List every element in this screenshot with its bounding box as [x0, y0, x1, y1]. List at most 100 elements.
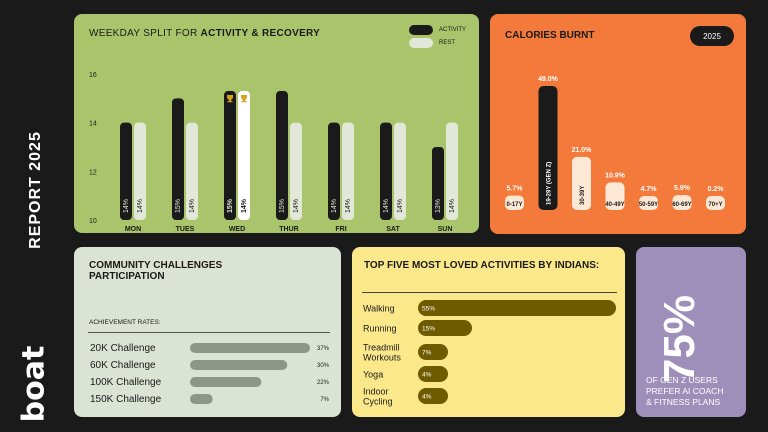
x-tick-label: THUR — [279, 226, 298, 233]
calories-chart-title: CALORIES BURNT — [505, 30, 595, 41]
community-chart-title: COMMUNITY CHALLENGES PARTICIPATION — [89, 260, 222, 282]
rest-bar-fri — [342, 122, 354, 220]
weekday-split-card: WEEKDAY SPLIT FOR ACTIVITY & RECOVERY AC… — [74, 14, 479, 233]
bar-value-label: 14% — [345, 199, 352, 213]
report-title-text: REPORT 2025 — [27, 131, 44, 249]
bar-value-label: 13% — [435, 199, 442, 213]
age-group-label: 60-69Y — [672, 202, 691, 208]
activity-label: Indoor — [363, 387, 389, 397]
age-group-label: 50-59Y — [639, 202, 658, 208]
brand-logo: boat — [14, 346, 54, 423]
challenge-bar — [190, 360, 288, 370]
genz-percentage-text: 75% — [655, 294, 704, 384]
trophy-stem — [229, 99, 231, 102]
x-tick-label: WED — [229, 226, 245, 233]
x-tick-label: MON — [125, 226, 141, 233]
calorie-bar — [706, 196, 725, 210]
bar-value-label: 15% — [227, 198, 234, 213]
bar-value-label: 14% — [383, 199, 390, 213]
weekday-chart-title: WEEKDAY SPLIT FOR ACTIVITY & RECOVERY — [89, 28, 320, 39]
challenge-label: 20K Challenge — [90, 343, 156, 354]
calorie-value-label: 4.7% — [641, 186, 658, 193]
challenge-value-label: 37% — [317, 346, 330, 352]
report-title: REPORT 2025 — [20, 130, 52, 250]
x-tick-label: SAT — [386, 226, 400, 233]
activity-value-label: 4% — [422, 394, 432, 401]
activity-bar-sat — [380, 122, 392, 220]
genz-caption-line3: & FITNESS PLANS — [646, 397, 721, 407]
challenge-value-label: 30% — [317, 363, 330, 369]
weekday-bar-chart: 10 12 14 16 14% 14% MON 15% 14% TUES 15% 14% WED 15% 1… — [89, 72, 458, 233]
loved-activities-card: TOP FIVE MOST LOVED ACTIVITIES BY INDIAN… — [352, 247, 625, 417]
legend-rest-swatch — [409, 38, 433, 48]
community-challenges-card: COMMUNITY CHALLENGES PARTICIPATION ACHIE… — [74, 247, 341, 417]
challenge-label: 150K Challenge — [90, 394, 162, 405]
year-badge: 2025 — [690, 26, 734, 46]
genz-caption-line2: PREFER AI COACH — [646, 386, 724, 396]
x-tick-label: FRI — [335, 226, 346, 233]
calorie-bar — [605, 182, 625, 210]
rest-bar-wed — [238, 91, 250, 221]
trophy-cup — [227, 95, 233, 101]
legend-activity-label: ACTIVITY — [439, 27, 467, 33]
calorie-value-label: 0.2% — [708, 186, 725, 193]
trophy-base — [241, 101, 247, 103]
achievement-rates-label: ACHIEVEMENT RATES: — [89, 319, 161, 326]
trophy-icon — [227, 95, 233, 103]
y-tick-label: 16 — [89, 72, 97, 79]
bar-value-label: 15% — [175, 199, 182, 213]
legend-activity: ACTIVITY — [409, 25, 466, 35]
genz-percentage: 75% — [655, 295, 704, 383]
legend-rest: REST — [409, 38, 455, 48]
rest-bar-thur — [290, 122, 302, 220]
age-group-label: 40-49Y — [605, 202, 624, 208]
activity-label: Workouts — [363, 353, 401, 363]
activity-value-label: 55% — [422, 306, 435, 313]
activity-bar-sun — [432, 147, 444, 220]
activity-bar — [418, 320, 472, 336]
challenge-value-label: 22% — [317, 380, 330, 386]
activity-label: Treadmill — [363, 343, 400, 353]
activity-bar-fri — [328, 122, 340, 220]
calorie-bar — [639, 196, 658, 210]
activity-bar — [418, 344, 448, 360]
activity-bar — [418, 300, 616, 316]
y-tick-label: 10 — [89, 218, 97, 225]
calories-bar-chart: 5.7% 0-17Y 49.0% 19-29Y (GEN Z) 21.0% 30-39Y 1… — [505, 76, 725, 210]
calorie-bar — [538, 86, 558, 210]
calorie-bar — [672, 195, 692, 210]
activity-bar-mon — [120, 122, 132, 220]
weekday-title-bold: ACTIVITY & RECOVERY — [200, 28, 321, 39]
bar-value-label: 15% — [279, 199, 286, 213]
activity-bar — [418, 366, 448, 382]
y-tick-label: 12 — [89, 169, 97, 176]
calorie-value-label: 21.0% — [572, 147, 593, 154]
bar-value-label: 14% — [293, 199, 300, 213]
y-tick-label: 14 — [89, 121, 97, 128]
legend-rest-label: REST — [439, 40, 456, 46]
age-group-label: 0-17Y — [506, 202, 522, 208]
activity-value-label: 15% — [422, 326, 435, 333]
calorie-bar — [505, 195, 524, 210]
x-tick-label: SUN — [438, 226, 453, 233]
weekday-title-prefix: WEEKDAY SPLIT FOR — [89, 28, 201, 39]
activities-divider — [362, 292, 617, 293]
calories-burnt-card: CALORIES BURNT 2025 5.7% 0-17Y 49.0% 19-29Y… — [490, 14, 746, 234]
trophy-base — [227, 101, 233, 103]
bar-value-label: 14% — [123, 199, 130, 213]
challenge-bar — [190, 394, 213, 404]
activity-label: Yoga — [363, 370, 383, 380]
rest-bar-sat — [394, 122, 406, 220]
community-bar-chart: 20K Challenge 37% 60K Challenge 30% 100K Cha… — [90, 343, 330, 405]
community-title-line1: COMMUNITY CHALLENGES — [89, 260, 223, 271]
trophy-icon — [241, 95, 247, 103]
activity-label: Cycling — [363, 397, 393, 407]
activity-label: Running — [363, 324, 397, 334]
rest-bar-sun — [446, 122, 458, 220]
calorie-value-label: 49.0% — [538, 76, 559, 83]
activities-chart-title: TOP FIVE MOST LOVED ACTIVITIES BY INDIAN… — [364, 260, 600, 271]
challenge-label: 100K Challenge — [90, 377, 162, 388]
bar-value-label: 14% — [331, 199, 338, 213]
challenge-bar — [190, 343, 310, 353]
